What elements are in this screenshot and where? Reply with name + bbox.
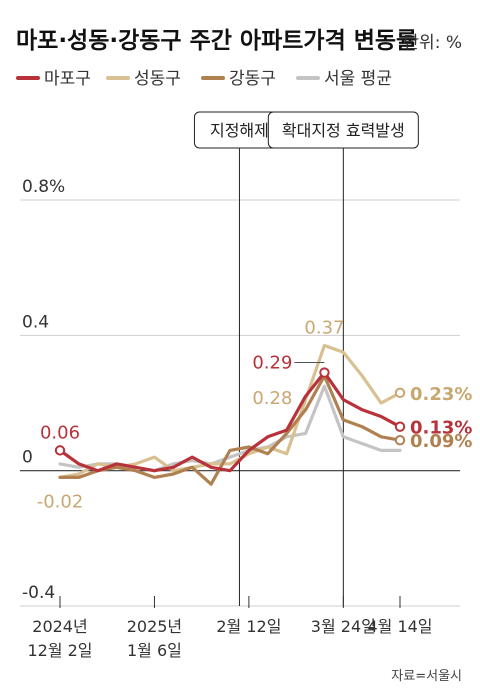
series-line-강동구 — [58, 374, 402, 486]
data-label: 0.13% — [410, 418, 472, 439]
data-label: 0.28 — [252, 388, 292, 409]
y-tick-label: 0.8% — [22, 177, 65, 197]
legend-label: 마포구 — [44, 69, 91, 89]
event-label: 지정해제 — [210, 121, 269, 140]
x-tick-label: 12월 2일 — [27, 641, 92, 660]
event-box — [267, 111, 419, 149]
y-tick-label: 0 — [22, 448, 33, 468]
x-tick-label: 4월 14일 — [367, 617, 432, 636]
legend-label: 강동구 — [229, 69, 276, 89]
data-label: 0.37 — [304, 317, 344, 338]
x-tick-label: 2월 12일 — [216, 617, 281, 636]
x-tick-label: 2024년 — [32, 617, 87, 636]
data-point-marker — [319, 367, 330, 378]
legend-label: 서울 평균 — [324, 69, 392, 89]
legend: 마포구 성동구 강동구 서울 평균 — [16, 69, 392, 89]
data-label: 0.29 — [252, 353, 292, 374]
event-markers: 지정해제 확대지정 효력발생 — [193, 111, 419, 606]
data-label: 0.06 — [40, 422, 80, 443]
source-note: 자료=서울시 — [391, 669, 462, 684]
unit-label: 단위: % — [403, 33, 462, 53]
chart-title: 마포·성동·강동구 주간 아파트가격 변동률 — [16, 28, 417, 54]
data-point-marker — [394, 421, 406, 432]
x-tick-label: 1월 6일 — [127, 641, 182, 660]
data-point-marker — [394, 435, 406, 446]
series-lines — [58, 343, 402, 486]
data-label: 0.09% — [410, 431, 472, 452]
data-point-marker — [54, 445, 66, 456]
grid: 0.8% 0.4 0 -0.4 — [20, 177, 460, 607]
legend-label: 성동구 — [134, 69, 181, 89]
event-label: 확대지정 효력발생 — [282, 121, 405, 140]
data-label: 0.23% — [410, 384, 472, 405]
series-line-마포구 — [58, 370, 402, 473]
data-point-marker — [394, 387, 406, 399]
x-tick-label: 2025년 — [127, 617, 182, 636]
y-tick-label: 0.4 — [22, 312, 49, 332]
y-tick-label: -0.4 — [22, 583, 55, 603]
series-line-서울-평균 — [58, 384, 402, 473]
x-tick-label: 3월 24일 — [311, 617, 376, 636]
data-labels: 0.06 -0.02 0.37 0.29 0.28 0.23% 0.13%0.09% — [37, 317, 473, 512]
data-label: -0.02 — [37, 491, 84, 512]
